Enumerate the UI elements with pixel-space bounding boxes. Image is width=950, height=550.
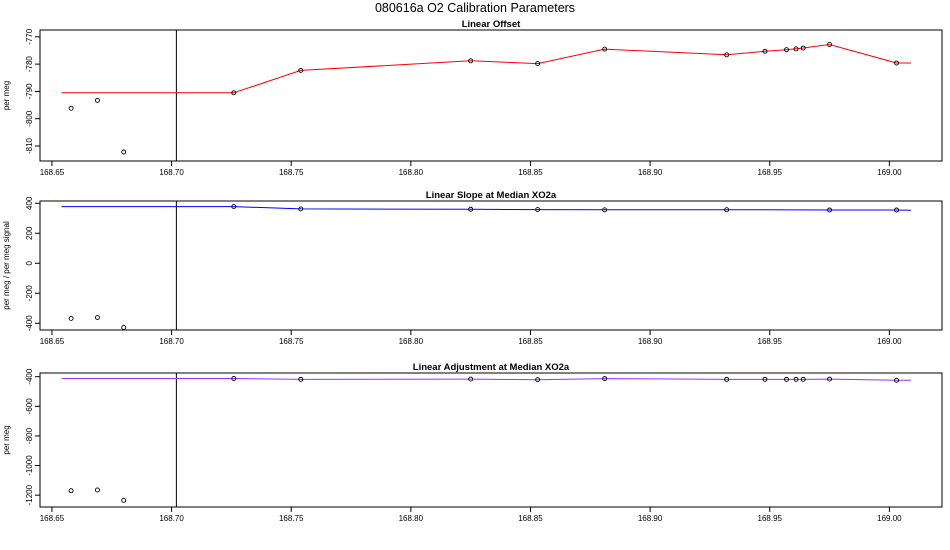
data-point [94,487,100,493]
data-point [68,488,74,494]
data-point [231,204,237,210]
y-tick-label: -400 [25,315,34,332]
data-point [468,376,474,382]
data-point [298,67,304,73]
data-point [535,207,541,213]
data-point [762,48,768,54]
x-tick-label: 168.80 [399,168,424,177]
plot-frame-2 [39,200,943,331]
data-point [762,376,768,382]
data-point [231,90,237,96]
panel-title-3: Linear Adjustment at Median XO2a [413,362,570,373]
data-point [602,207,608,213]
main-title: 080616a O2 Calibration Parameters [374,1,576,15]
data-point [535,377,541,383]
y-tick-label: -780 [25,56,34,73]
x-tick-label: 168.75 [279,514,304,523]
y-tick-label: -200 [25,285,34,302]
data-point [894,60,899,66]
data-point [827,207,832,213]
y-axis-label-1: per meg [2,81,11,110]
x-tick-label: 168.80 [399,514,424,523]
data-point [894,377,899,383]
x-tick-label: 168.70 [159,168,184,177]
x-tick-label: 169.00 [877,168,902,177]
plot-frame-3 [39,372,943,508]
data-point [784,47,789,53]
data-point [68,105,74,111]
y-tick-label: -810 [25,137,34,154]
data-point [724,52,730,58]
data-point [602,46,608,52]
data-point [121,497,127,503]
data-point [784,376,789,382]
x-tick-label: 168.70 [159,337,184,346]
data-point [793,46,799,52]
y-tick-label: -1200 [25,484,34,505]
y-tick-label: 200 [25,226,34,240]
x-tick-label: 169.00 [877,514,902,523]
x-tick-label: 168.95 [758,168,783,177]
data-point [800,45,806,51]
y-tick-label: -790 [25,83,34,100]
y-tick-label: -800 [25,427,34,444]
data-point [827,42,832,47]
y-tick-label: -600 [25,398,34,415]
series-line-3 [61,378,911,381]
x-tick-label: 168.80 [399,337,424,346]
y-tick-label: -400 [25,368,34,385]
y-tick-label: -800 [25,110,34,127]
x-tick-label: 168.95 [758,514,783,523]
y-axis-label-2: per meg / per meg signal [2,221,11,310]
data-point [121,149,127,155]
y-axis-label-3: per meg [2,425,11,454]
x-tick-label: 168.65 [40,514,65,523]
x-tick-label: 168.95 [758,337,783,346]
data-point [800,376,806,382]
y-tick-label: 0 [25,260,34,265]
data-point [121,325,127,330]
x-tick-label: 168.65 [40,168,65,177]
plot-frame-1 [39,29,943,162]
x-tick-label: 168.90 [638,337,663,346]
panel-title-1: Linear Offset [462,19,521,30]
data-point [68,316,74,321]
series-line-1 [61,43,911,94]
x-tick-label: 168.75 [279,337,304,346]
y-tick-label: 400 [25,196,34,210]
x-tick-label: 168.85 [518,168,543,177]
data-point [298,376,304,382]
x-tick-label: 168.75 [279,168,304,177]
data-point [468,58,474,64]
x-tick-label: 168.85 [518,337,543,346]
x-tick-label: 168.90 [638,168,663,177]
data-point [94,315,100,320]
panel-title-2: Linear Slope at Median XO2a [426,190,557,201]
data-point [793,376,799,382]
data-point [602,376,608,382]
x-tick-label: 168.90 [638,514,663,523]
x-tick-label: 168.65 [40,337,65,346]
data-point [827,376,832,382]
data-point [94,97,100,103]
data-point [298,206,304,212]
x-tick-label: 168.70 [159,514,184,523]
data-point [724,376,730,382]
y-tick-label: -770 [25,28,34,45]
x-tick-label: 168.85 [518,514,543,523]
y-tick-label: -1000 [25,455,34,476]
x-tick-label: 169.00 [877,337,902,346]
series-line-2 [61,206,911,211]
data-point [724,207,730,213]
data-point [231,376,237,381]
data-point [468,206,474,212]
data-point [894,207,899,213]
data-point [535,61,541,67]
